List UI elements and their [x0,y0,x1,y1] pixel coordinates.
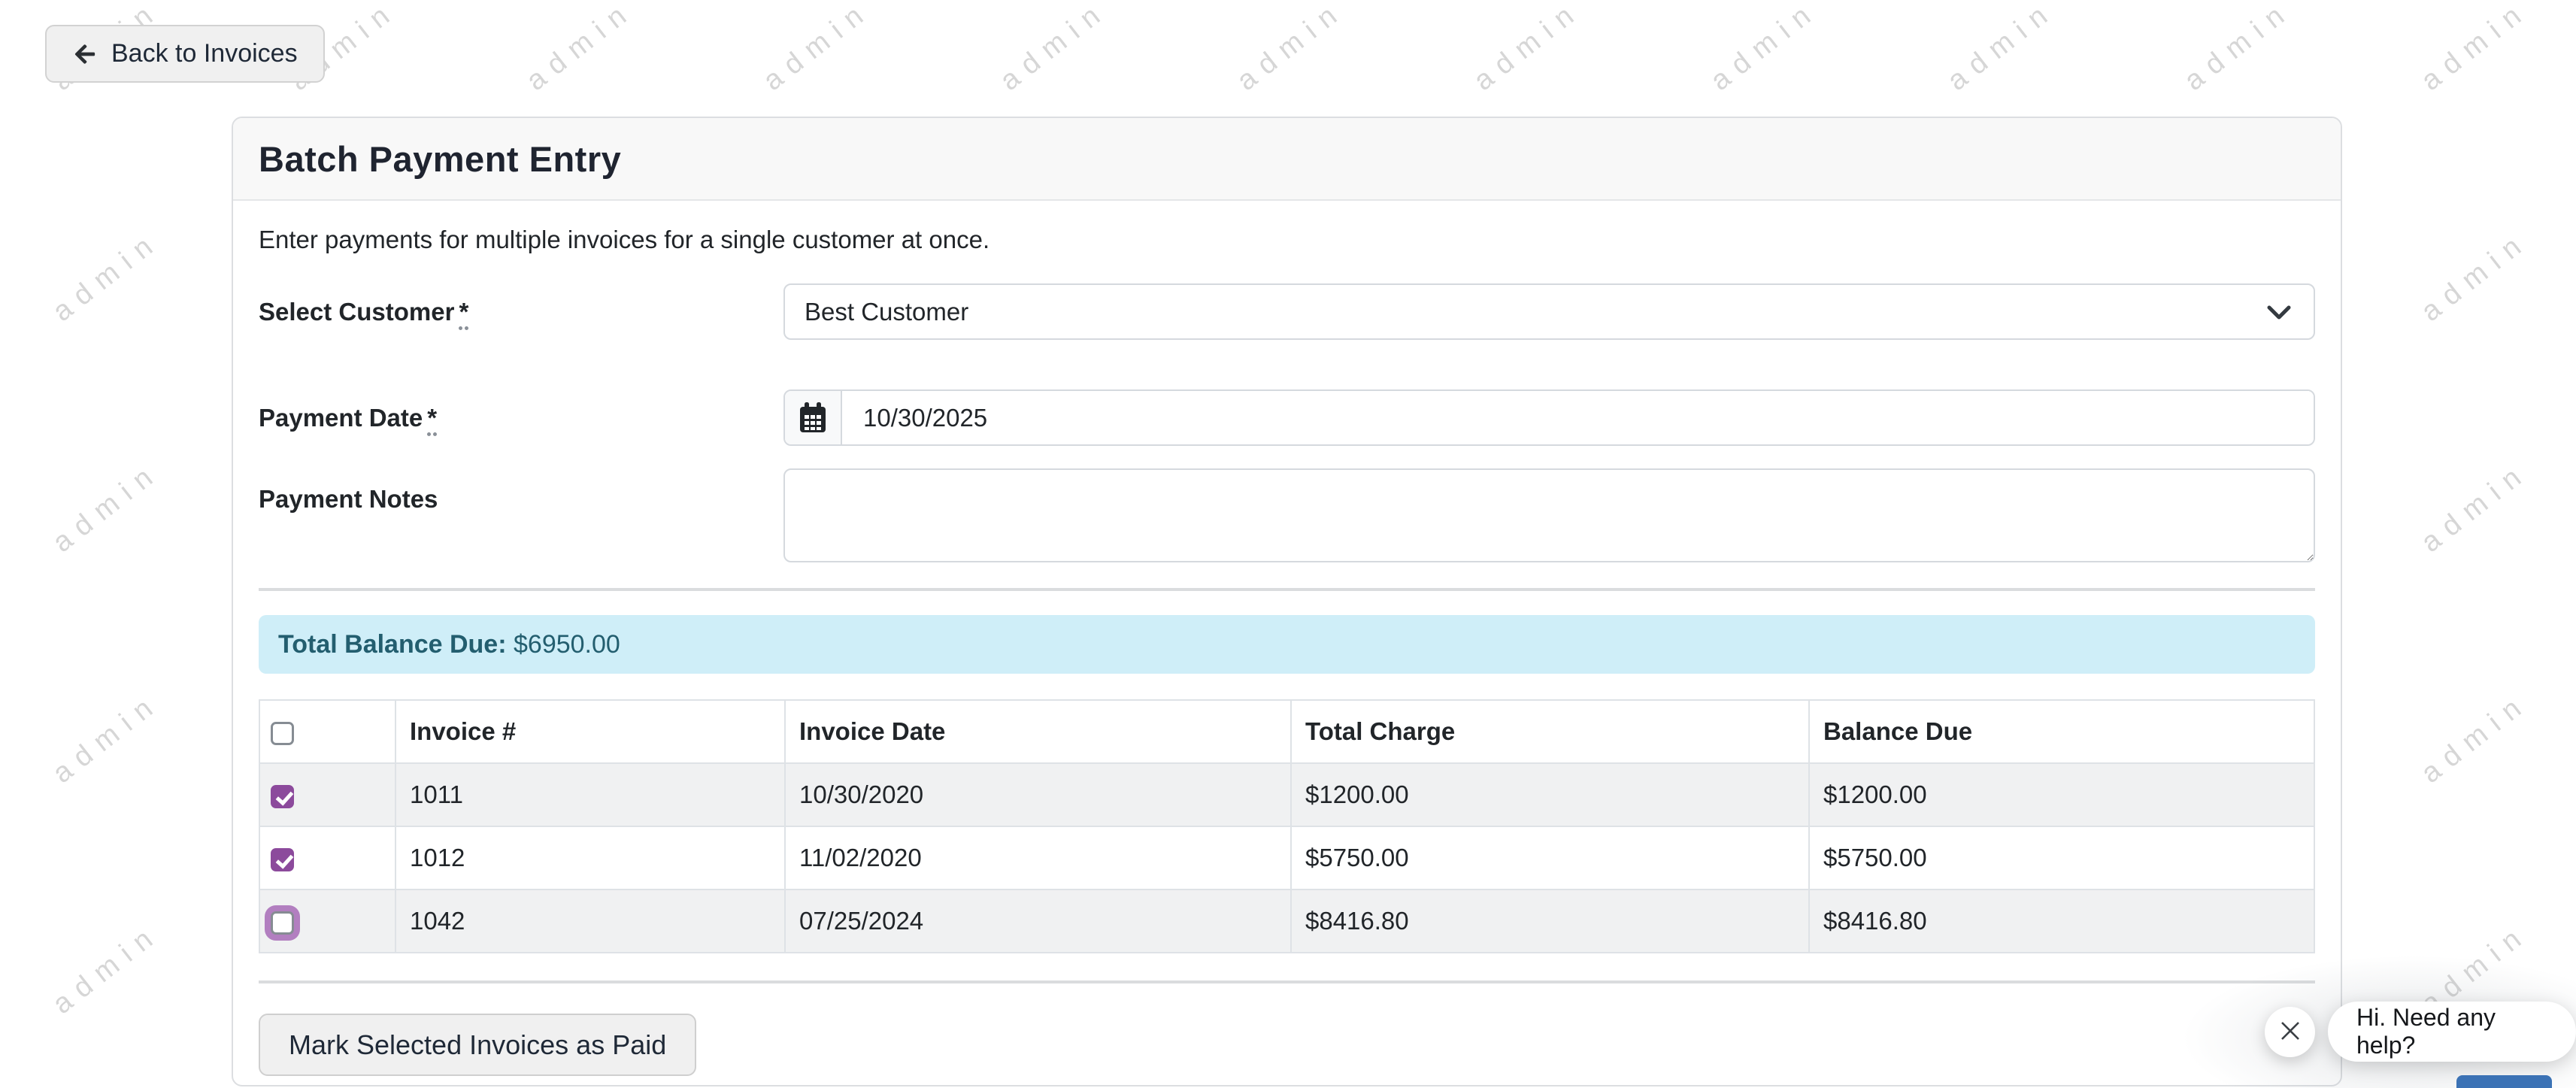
balance-due-cell: $8416.80 [1808,889,2315,953]
payment-date-row: Payment Date * [259,389,2315,446]
select-all-checkbox[interactable] [271,721,294,745]
watermark-text: admin [47,225,167,329]
row-checkbox[interactable] [271,847,294,871]
total-charge-cell: $5750.00 [1290,826,1810,890]
calendar-icon [785,391,842,444]
invoice-date-cell: 07/25/2024 [784,889,1292,953]
mark-paid-button[interactable]: Mark Selected Invoices as Paid [259,1014,697,1076]
col-invoice-number: Invoice # [395,699,786,764]
table-row: 1012 11/02/2020 $5750.00 $5750.00 [259,826,2315,890]
card-body: Enter payments for multiple invoices for… [233,201,2341,1076]
watermark-text: admin [2415,456,2535,559]
row-checkbox-cell [259,889,396,953]
watermark-text: admin [2415,686,2535,790]
invoice-number-cell: 1012 [395,826,786,890]
watermark-text: admin [47,917,167,1021]
required-mark: * [427,403,438,436]
table-row: 1042 07/25/2024 $8416.80 $8416.80 [259,889,2315,953]
batch-payment-card: Batch Payment Entry Enter payments for m… [232,117,2342,1086]
customer-select-value: Best Customer [805,297,969,326]
divider [259,588,2315,591]
invoice-date-cell: 11/02/2020 [784,826,1292,890]
col-balance-due: Balance Due [1808,699,2315,764]
payment-notes-label: Payment Notes [259,485,438,513]
watermark-text: admin [1468,0,1588,98]
customer-select[interactable]: Best Customer [783,283,2315,340]
payment-notes-textarea[interactable] [783,468,2315,562]
row-checkbox[interactable] [271,784,294,808]
watermark-text: admin [2178,0,2299,98]
watermark-text: admin [47,686,167,790]
payment-date-label: Payment Date * [259,403,783,436]
watermark-text: admin [2415,0,2535,98]
payment-date-group [783,389,2315,446]
chat-greeting-bubble[interactable]: Hi. Need any help? [2328,1002,2576,1062]
total-charge-cell: $1200.00 [1290,762,1810,827]
watermark-text: admin [1231,0,1351,98]
arrow-left-icon [72,43,98,65]
balance-due-cell: $5750.00 [1808,826,2315,890]
invoices-table: Invoice # Invoice Date Total Charge Bala… [259,699,2315,953]
chat-launcher-button[interactable] [2456,1075,2552,1088]
chat-greeting-text: Hi. Need any help? [2356,1004,2496,1059]
back-button-label: Back to Invoices [111,39,298,68]
balance-due-cell: $1200.00 [1808,762,2315,827]
close-icon [2279,1020,2302,1044]
total-balance-label: Total Balance Due: [278,630,507,659]
invoice-number-cell: 1042 [395,889,786,953]
total-balance-amount: $6950.00 [514,630,620,659]
payment-date-input[interactable] [842,391,2314,444]
watermark-text: admin [2415,225,2535,329]
watermark-text: admin [757,0,877,98]
intro-text: Enter payments for multiple invoices for… [259,226,990,253]
required-mark: * [459,297,469,330]
payment-notes-row: Payment Notes [259,468,2315,562]
row-checkbox-cell [259,762,396,827]
customer-label: Select Customer * [259,297,783,330]
watermark-text: admin [520,0,641,98]
back-to-invoices-button[interactable]: Back to Invoices [45,25,325,83]
row-checkbox[interactable] [271,911,294,935]
invoice-date-cell: 10/30/2020 [784,762,1292,827]
col-total-charge: Total Charge [1290,699,1810,764]
watermark-text: admin [1705,0,1825,98]
page-title: Batch Payment Entry [259,138,622,179]
watermark-text: admin [994,0,1114,98]
invoice-number-cell: 1011 [395,762,786,827]
watermark-text: admin [47,456,167,559]
chevron-down-icon [2267,298,2291,326]
chat-close-button[interactable] [2265,1007,2315,1057]
total-balance-alert: Total Balance Due: $6950.00 [259,615,2315,674]
table-header-row: Invoice # Invoice Date Total Charge Bala… [259,699,2315,764]
divider [259,980,2315,983]
card-header: Batch Payment Entry [233,118,2341,201]
watermark-text: admin [1941,0,2062,98]
customer-row: Select Customer * Best Customer [259,283,2315,340]
table-row: 1011 10/30/2020 $1200.00 $1200.00 [259,762,2315,827]
row-checkbox-cell [259,826,396,890]
col-invoice-date: Invoice Date [784,699,1292,764]
total-charge-cell: $8416.80 [1290,889,1810,953]
